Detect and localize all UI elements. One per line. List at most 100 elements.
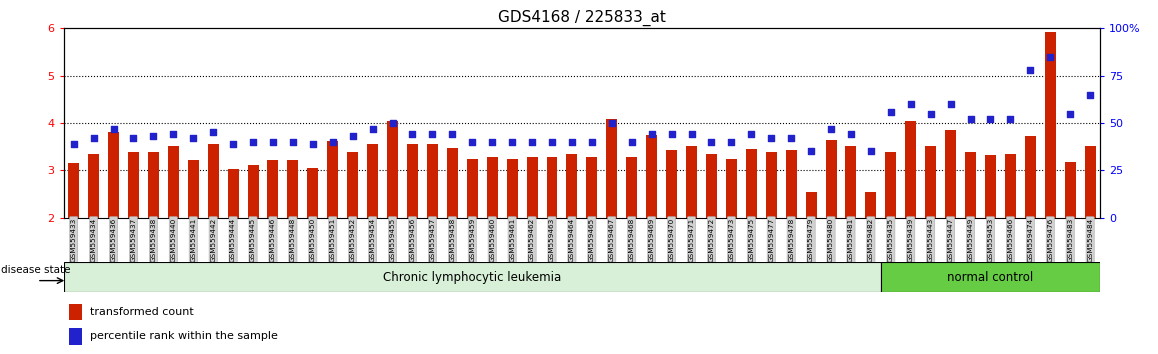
Bar	[626, 157, 637, 218]
Point	[184, 135, 203, 141]
Bar	[865, 192, 877, 218]
Bar	[666, 150, 677, 218]
Point	[643, 132, 661, 137]
Bar	[88, 154, 100, 218]
Text: GSM559461: GSM559461	[510, 218, 515, 262]
Text: GSM559453: GSM559453	[988, 218, 994, 262]
Bar	[148, 152, 159, 218]
Text: GSM559433: GSM559433	[71, 218, 76, 262]
Bar	[507, 159, 518, 218]
Point	[403, 132, 422, 137]
Point	[662, 132, 681, 137]
Point	[344, 133, 362, 139]
Bar	[547, 157, 557, 218]
Text: GSM559469: GSM559469	[648, 218, 654, 262]
Text: GSM559445: GSM559445	[250, 218, 256, 262]
Text: GSM559465: GSM559465	[589, 218, 595, 262]
Text: GSM559438: GSM559438	[151, 218, 156, 262]
Text: GSM559464: GSM559464	[569, 218, 574, 262]
Bar	[765, 152, 777, 218]
Point	[423, 132, 441, 137]
Point	[1021, 67, 1040, 73]
Text: GSM559470: GSM559470	[668, 218, 675, 262]
Bar	[1085, 146, 1095, 218]
Text: GSM559450: GSM559450	[310, 218, 316, 262]
Text: GSM559473: GSM559473	[728, 218, 734, 262]
Text: GSM559443: GSM559443	[928, 218, 933, 262]
Point	[124, 135, 142, 141]
Text: GSM559483: GSM559483	[1068, 218, 1073, 262]
Bar	[945, 130, 957, 218]
Point	[104, 126, 123, 132]
Bar	[406, 144, 418, 218]
Point	[582, 139, 601, 145]
Text: GSM559472: GSM559472	[709, 218, 714, 262]
Text: GSM559474: GSM559474	[1027, 218, 1033, 262]
Bar	[447, 148, 457, 218]
Bar	[367, 144, 379, 218]
Text: GSM559447: GSM559447	[947, 218, 954, 262]
Point	[702, 139, 720, 145]
Text: GSM559479: GSM559479	[808, 218, 814, 262]
Point	[723, 139, 741, 145]
Point	[364, 126, 382, 132]
Text: GSM559446: GSM559446	[270, 218, 276, 262]
Text: GSM559480: GSM559480	[828, 218, 834, 262]
Bar	[69, 304, 82, 320]
Bar	[467, 159, 478, 218]
Bar	[686, 146, 697, 218]
Text: GSM559468: GSM559468	[629, 218, 635, 262]
Point	[444, 132, 462, 137]
Text: GSM559459: GSM559459	[469, 218, 475, 262]
Point	[1061, 111, 1079, 116]
Text: GSM559440: GSM559440	[170, 218, 176, 262]
Text: GSM559463: GSM559463	[549, 218, 555, 262]
Bar	[486, 157, 498, 218]
Point	[543, 139, 562, 145]
Point	[463, 139, 482, 145]
Bar	[785, 150, 797, 218]
Point	[682, 132, 701, 137]
Text: GSM559475: GSM559475	[748, 218, 754, 262]
Bar	[129, 152, 139, 218]
Bar	[906, 121, 916, 218]
Text: GSM559484: GSM559484	[1087, 218, 1093, 262]
Text: Chronic lymphocytic leukemia: Chronic lymphocytic leukemia	[383, 270, 562, 284]
Point	[522, 139, 541, 145]
Text: GSM559442: GSM559442	[210, 218, 217, 262]
Bar	[806, 192, 816, 218]
Text: GSM559441: GSM559441	[190, 218, 196, 262]
Bar	[726, 159, 736, 218]
Point	[842, 132, 860, 137]
Bar	[881, 262, 1100, 292]
Text: percentile rank within the sample: percentile rank within the sample	[90, 331, 278, 342]
Point	[244, 139, 263, 145]
Point	[264, 139, 283, 145]
Point	[742, 132, 761, 137]
Bar	[188, 160, 199, 218]
Bar	[168, 146, 178, 218]
Bar	[1064, 162, 1076, 218]
Bar	[387, 121, 398, 218]
Text: transformed count: transformed count	[90, 307, 193, 317]
Point	[862, 149, 880, 154]
Text: GSM559434: GSM559434	[90, 218, 96, 262]
Text: GSM559481: GSM559481	[848, 218, 853, 262]
Bar	[1025, 136, 1035, 218]
Text: GSM559436: GSM559436	[110, 218, 117, 262]
Bar	[228, 170, 239, 218]
Text: GSM559455: GSM559455	[389, 218, 396, 262]
Point	[223, 141, 242, 147]
Title: GDS4168 / 225833_at: GDS4168 / 225833_at	[498, 9, 666, 25]
Point	[981, 116, 999, 122]
Bar	[427, 144, 438, 218]
Point	[323, 139, 342, 145]
Point	[383, 120, 402, 126]
Point	[922, 111, 940, 116]
Point	[85, 135, 103, 141]
Text: GSM559451: GSM559451	[330, 218, 336, 262]
Text: GSM559456: GSM559456	[410, 218, 416, 262]
Text: GSM559444: GSM559444	[230, 218, 236, 262]
Bar	[69, 328, 82, 345]
Bar	[307, 168, 318, 218]
